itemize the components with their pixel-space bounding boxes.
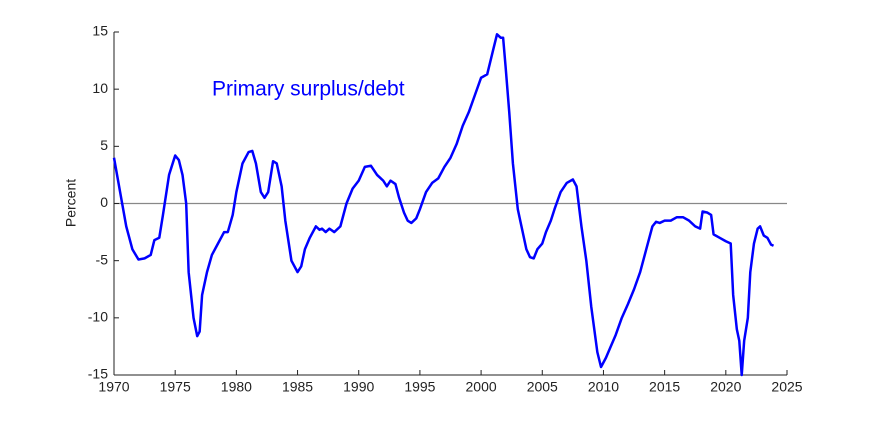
x-tick-label: 2010 [588, 379, 619, 395]
x-tick-label: 1970 [98, 379, 129, 395]
x-tick-label: 2000 [466, 379, 497, 395]
y-axis-label: Percent [63, 179, 79, 227]
y-tick-label: -15 [88, 366, 108, 382]
x-tick-label: 2015 [649, 379, 680, 395]
annotation: Primary surplus/debt [212, 78, 405, 101]
x-tick-label: 1990 [343, 379, 374, 395]
x-tick-label: 1975 [160, 379, 191, 395]
x-tick-label: 2005 [527, 379, 558, 395]
x-tick-label: 2025 [771, 379, 802, 395]
y-tick-label: 15 [92, 23, 108, 39]
x-tick-label: 1980 [221, 379, 252, 395]
y-tick-label: 5 [100, 137, 108, 153]
x-tick-label: 2020 [710, 379, 741, 395]
data-line [112, 33, 775, 377]
y-tick-label: -10 [88, 309, 108, 325]
y-tick-label: -5 [96, 251, 109, 267]
x-tick-label: 1995 [404, 379, 435, 395]
x-tick-label: 1985 [282, 379, 313, 395]
y-tick-label: 10 [92, 80, 108, 96]
y-tick-label: 0 [100, 194, 108, 210]
